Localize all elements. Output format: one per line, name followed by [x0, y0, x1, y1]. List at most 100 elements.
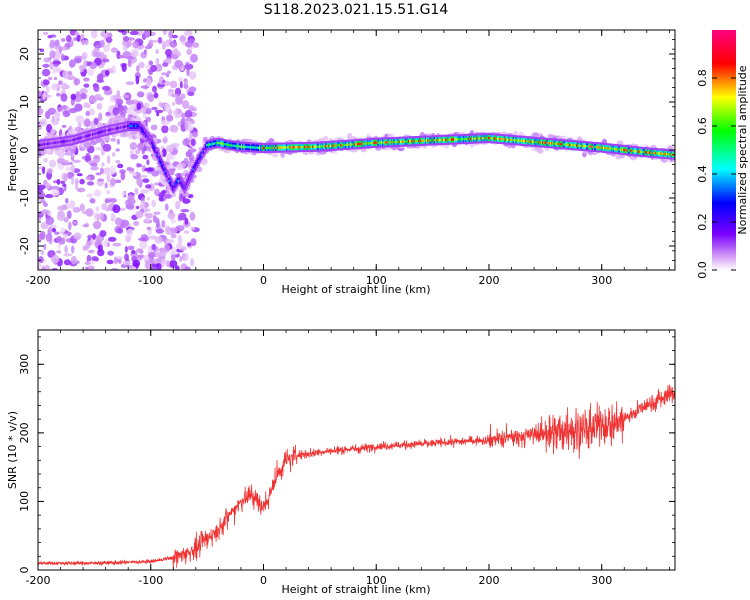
spectrogram-cell	[578, 144, 581, 147]
spectrogram-cell	[234, 144, 237, 148]
spectrogram-cell	[359, 142, 362, 146]
spectrogram-cell	[135, 210, 144, 219]
spectrogram-cell	[208, 143, 211, 146]
spectrogram-cell	[280, 152, 285, 158]
spectrogram-cell	[159, 76, 164, 85]
spectrogram-cell	[648, 151, 651, 154]
spectrogram-cell	[191, 131, 198, 137]
spectrogram-cell	[79, 203, 85, 212]
spectrogram-cell	[171, 93, 180, 98]
spectrogram-cell	[95, 206, 100, 212]
spectrogram-cell	[509, 138, 512, 142]
spectrogram-cell	[273, 146, 276, 149]
spectrogram-cell	[606, 147, 609, 150]
spectrogram-cell	[99, 131, 102, 134]
spectrogram-cell	[79, 136, 83, 140]
spectrogram-cell	[161, 119, 170, 126]
spectrogram-cell	[571, 143, 574, 147]
spectrogram-cell	[93, 212, 98, 220]
spectrogram-cell	[151, 265, 157, 270]
spectrogram-cell	[580, 144, 583, 148]
spectrogram-cell	[212, 142, 216, 145]
spectrogram-cell	[596, 146, 599, 149]
spectrogram-cell	[91, 49, 100, 58]
spectrogram-cell	[199, 158, 208, 165]
spectrogram-cell	[190, 172, 193, 176]
spectrogram-cell	[487, 136, 491, 140]
spectrogram-cell	[142, 130, 146, 133]
spectrogram-cell	[582, 144, 585, 148]
spectrogram-cell	[145, 184, 152, 189]
spectrogram-cell	[60, 53, 65, 62]
spectrogram-cell	[379, 141, 382, 144]
spectrogram-cell	[153, 211, 161, 215]
spectrogram-cell	[53, 76, 58, 81]
spectrogram-cell	[155, 151, 158, 154]
spectrogram-cell	[650, 151, 653, 154]
spectrogram-cell	[153, 146, 156, 149]
spectrogram-cell	[360, 142, 363, 145]
spectrogram-cell	[131, 250, 136, 254]
spectrogram-cell	[281, 146, 284, 149]
spectrogram-cell	[398, 140, 402, 143]
spectrogram-cell	[139, 126, 142, 129]
spectrogram-cell	[91, 133, 94, 136]
spectrogram-cell	[120, 171, 126, 181]
spectrogram-cell	[162, 136, 168, 144]
spectrogram-cell	[162, 79, 166, 84]
spectrogram-cell	[165, 144, 174, 153]
spectrogram-cell	[450, 138, 453, 141]
spectrogram-cell	[49, 250, 55, 257]
spectrogram-cell	[47, 142, 50, 145]
spectrogram-cell	[146, 134, 149, 138]
spectrogram-cell	[122, 45, 128, 51]
spectrogram-cell	[110, 128, 113, 131]
spectrogram-cell	[616, 148, 619, 151]
spectrogram-cell	[176, 163, 184, 170]
spectrogram-cell	[148, 60, 154, 66]
spectrogram-cell	[272, 146, 275, 150]
spectrogram-cell	[56, 235, 62, 243]
spectrogram-cell	[103, 89, 113, 96]
spectrogram-cell	[40, 222, 49, 230]
spectrogram-cell	[295, 146, 298, 149]
spectrogram-cell	[179, 81, 183, 89]
spectrogram-cell	[579, 144, 582, 147]
spectrogram-cell	[143, 30, 151, 38]
spectrogram-cell	[511, 138, 514, 142]
spectrogram-cell	[136, 163, 143, 168]
spectrogram-cell	[89, 198, 96, 204]
spectrogram-cell	[42, 143, 45, 146]
spectrogram-cell	[539, 141, 543, 144]
colorbar: 0.0 0.2 0.4 0.6 0.8 Normalized spectral ampl…	[696, 30, 749, 279]
colorbar-tick-label: 0.2	[696, 213, 709, 231]
spectrogram-cell	[206, 144, 209, 147]
spectrogram-cell	[315, 145, 318, 148]
spectrogram-cell	[546, 141, 549, 145]
spectrogram-cell	[246, 145, 249, 149]
spectrogram-cell	[47, 34, 53, 39]
spectrogram-cell	[164, 48, 173, 57]
colorbar-tick-label: 0.0	[696, 261, 709, 279]
spectrogram-cell	[192, 168, 195, 171]
spectrogram-cell	[47, 107, 57, 115]
spectrogram-cell	[456, 138, 459, 141]
colorbar-title: Normalized spectral amplitude	[736, 65, 749, 234]
spectrogram-cell	[568, 143, 571, 147]
spectrogram-cell	[615, 147, 618, 151]
spectrogram-cell	[174, 183, 177, 186]
spectrogram-cell	[248, 146, 252, 149]
spectrogram-cell	[214, 142, 217, 145]
spectrogram-cell	[132, 124, 136, 128]
spectrogram-cell	[563, 143, 566, 146]
spectrogram-cell	[376, 141, 379, 144]
spectrogram-cell	[331, 144, 334, 147]
spectrogram-cell	[268, 146, 271, 150]
spectrogram-cell	[186, 48, 192, 56]
spectrogram-cell	[63, 173, 68, 182]
spectrogram-cell	[190, 227, 195, 231]
spectrogram-cell	[640, 150, 643, 153]
spectrogram-cell	[217, 141, 220, 144]
spectrogram-cell	[175, 200, 181, 210]
